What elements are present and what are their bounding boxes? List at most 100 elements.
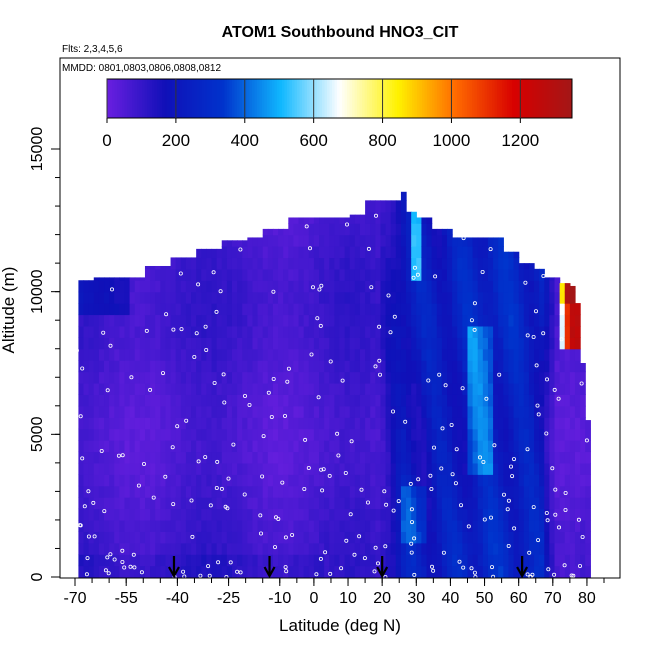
colorbar-segment bbox=[467, 79, 470, 118]
heatmap-cell bbox=[436, 280, 443, 293]
heatmap-cell bbox=[175, 531, 182, 544]
heatmap-cell bbox=[554, 382, 561, 395]
heatmap-cell bbox=[580, 371, 586, 384]
heatmap-cell bbox=[237, 303, 243, 316]
sample-point bbox=[512, 457, 517, 462]
heatmap-cell bbox=[452, 257, 458, 270]
heatmap-cell bbox=[278, 268, 284, 281]
heatmap-cell bbox=[272, 508, 279, 521]
heatmap-cell bbox=[119, 451, 126, 464]
heatmap-cell bbox=[165, 291, 172, 304]
heatmap-cell bbox=[272, 417, 279, 430]
heatmap-cell bbox=[257, 440, 264, 453]
sample-point bbox=[170, 445, 175, 450]
heatmap-cell bbox=[411, 394, 417, 407]
heatmap-cell bbox=[503, 508, 510, 521]
heatmap-cell bbox=[93, 314, 100, 327]
heatmap-cell bbox=[262, 519, 269, 532]
heatmap-cell bbox=[406, 508, 412, 521]
heatmap-cell bbox=[303, 440, 310, 453]
heatmap-cell bbox=[252, 542, 259, 555]
heatmap-cell bbox=[380, 257, 387, 270]
heatmap-cell bbox=[160, 474, 167, 487]
heatmap-cell bbox=[354, 337, 361, 350]
heatmap-cell bbox=[83, 554, 90, 567]
heatmap-cell bbox=[400, 451, 407, 464]
heatmap-cell bbox=[462, 246, 469, 259]
heatmap-cell bbox=[385, 417, 392, 430]
heatmap-cell bbox=[482, 565, 489, 578]
heatmap-cell bbox=[549, 428, 556, 441]
heatmap-cell bbox=[365, 519, 371, 532]
heatmap-cell bbox=[426, 531, 433, 544]
colorbar-segment bbox=[127, 79, 130, 118]
heatmap-cell bbox=[175, 268, 182, 281]
heatmap-cell bbox=[359, 417, 366, 430]
colorbar-segment bbox=[502, 79, 505, 118]
heatmap-cell bbox=[564, 337, 571, 350]
heatmap-cell bbox=[416, 291, 423, 304]
heatmap-cell bbox=[329, 474, 335, 487]
heatmap-cell bbox=[400, 337, 407, 350]
heatmap-cell bbox=[549, 542, 556, 555]
heatmap-cell bbox=[498, 554, 504, 567]
heatmap-cell bbox=[528, 303, 535, 316]
heatmap-cell bbox=[324, 382, 330, 395]
heatmap-cell bbox=[406, 257, 412, 270]
heatmap-cell bbox=[554, 508, 561, 521]
heatmap-cell bbox=[349, 303, 356, 316]
heatmap-cell bbox=[365, 211, 371, 224]
heatmap-cell bbox=[426, 217, 433, 224]
heatmap-cell bbox=[487, 314, 494, 327]
heatmap-cell bbox=[569, 405, 576, 418]
heatmap-cell bbox=[313, 246, 320, 259]
heatmap-cell bbox=[252, 291, 259, 304]
heatmap-cell bbox=[313, 223, 320, 236]
heatmap-cell bbox=[334, 462, 341, 475]
heatmap-cell bbox=[503, 257, 510, 270]
sample-point bbox=[344, 222, 349, 227]
heatmap-cell bbox=[544, 405, 550, 418]
heatmap-cell bbox=[574, 303, 581, 316]
heatmap-cell bbox=[155, 280, 161, 293]
heatmap-cell bbox=[165, 462, 172, 475]
heatmap-cell bbox=[324, 280, 330, 293]
heatmap-cell bbox=[370, 200, 376, 213]
heatmap-cell bbox=[528, 337, 535, 350]
heatmap-cell bbox=[416, 234, 423, 247]
heatmap-cell bbox=[564, 497, 571, 510]
heatmap-cell bbox=[298, 417, 305, 430]
heatmap-cell bbox=[272, 382, 279, 395]
heatmap-cell bbox=[267, 360, 274, 373]
heatmap-cell bbox=[226, 565, 233, 578]
heatmap-cell bbox=[298, 371, 305, 384]
heatmap-cell bbox=[129, 405, 136, 418]
heatmap-cell bbox=[303, 234, 310, 247]
heatmap-cell bbox=[574, 325, 581, 338]
heatmap-cell bbox=[431, 337, 438, 350]
colorbar-segment bbox=[157, 79, 160, 118]
heatmap-cell bbox=[319, 417, 325, 430]
heatmap-cell bbox=[498, 314, 504, 327]
heatmap-cell bbox=[150, 565, 156, 578]
heatmap-cell bbox=[457, 382, 463, 395]
heatmap-cell bbox=[319, 234, 325, 247]
heatmap-cell bbox=[380, 405, 387, 418]
heatmap-cell bbox=[395, 280, 402, 293]
heatmap-cell bbox=[78, 417, 85, 430]
colorbar-segment bbox=[517, 79, 520, 118]
heatmap-cell bbox=[160, 542, 167, 555]
heatmap-cell bbox=[252, 405, 259, 418]
heatmap-cell bbox=[93, 417, 100, 430]
heatmap-cell bbox=[88, 314, 95, 327]
heatmap-cell bbox=[288, 542, 295, 555]
heatmap-cell bbox=[359, 531, 366, 544]
heatmap-cell bbox=[549, 325, 556, 338]
heatmap-cell bbox=[252, 237, 259, 247]
heatmap-cell bbox=[585, 542, 591, 555]
heatmap-cell bbox=[370, 348, 376, 361]
heatmap-cell bbox=[303, 485, 310, 498]
heatmap-cell bbox=[329, 508, 335, 521]
heatmap-cell bbox=[472, 291, 479, 304]
heatmap-cell bbox=[339, 497, 346, 510]
